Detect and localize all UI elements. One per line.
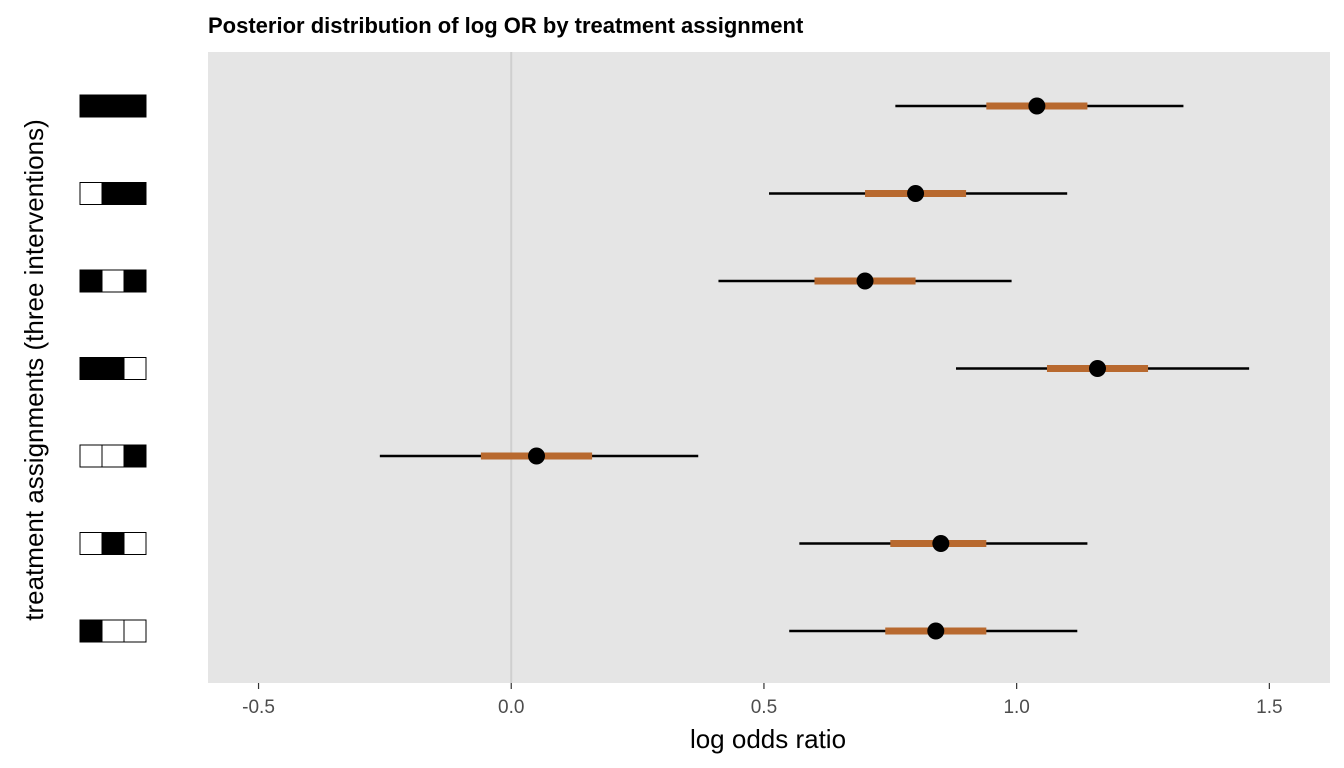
x-tick-label: 0.0 — [498, 697, 524, 718]
x-tick-label: -0.5 — [242, 697, 275, 718]
assignment-cell-on — [79, 94, 103, 118]
assignment-cell-on — [123, 269, 147, 293]
median-point — [932, 535, 950, 552]
x-tick-label: 1.5 — [1256, 697, 1282, 718]
chart-title: Posterior distribution of log OR by trea… — [208, 13, 804, 38]
x-tick-label: 0.5 — [751, 697, 777, 718]
assignment-cell-on — [79, 269, 103, 293]
x-axis-title: log odds ratio — [690, 724, 846, 754]
assignment-glyph — [79, 532, 147, 555]
interval-row — [956, 360, 1250, 377]
assignment-cell-on — [123, 444, 147, 468]
assignment-glyph — [79, 619, 147, 643]
y-axis-assignment-glyphs — [79, 94, 147, 643]
assignment-cell-off — [101, 619, 125, 643]
assignment-cell-off — [79, 444, 103, 468]
interval-row — [379, 447, 699, 465]
assignment-cell-on — [123, 182, 147, 205]
interval-layer — [379, 97, 1250, 640]
interval-row — [769, 185, 1068, 202]
assignment-glyph — [79, 94, 147, 118]
x-axis: -0.5 0.0 0.5 1.0 1.5 — [242, 683, 1283, 718]
median-point — [528, 447, 546, 465]
assignment-cell-on — [79, 619, 103, 643]
median-point — [1089, 360, 1107, 377]
assignment-cell-off — [101, 269, 125, 293]
assignment-cell-on — [79, 357, 103, 380]
assignment-cell-off — [79, 532, 103, 555]
assignment-cell-on — [101, 182, 125, 205]
median-point — [907, 185, 925, 202]
assignment-cell-off — [101, 444, 125, 468]
y-axis-title: treatment assignments (three interventio… — [19, 119, 49, 620]
assignment-cell-off — [123, 357, 147, 380]
assignment-cell-on — [101, 94, 125, 118]
assignment-cell-on — [101, 357, 125, 380]
assignment-cell-off — [79, 182, 103, 205]
median-point — [927, 622, 945, 640]
interval-row — [789, 622, 1078, 640]
x-tick-label: 1.0 — [1003, 697, 1029, 718]
assignment-cell-off — [123, 532, 147, 555]
median-point — [856, 272, 874, 290]
assignment-glyph — [79, 182, 147, 205]
interval-row — [718, 272, 1012, 290]
interval-row — [799, 535, 1088, 552]
assignment-glyph — [79, 444, 147, 468]
assignment-glyph — [79, 269, 147, 293]
assignment-cell-on — [123, 94, 147, 118]
interval-row — [895, 97, 1184, 115]
assignment-glyph — [79, 357, 147, 380]
assignment-cell-on — [101, 532, 125, 555]
assignment-cell-off — [123, 619, 147, 643]
median-point — [1028, 97, 1046, 115]
